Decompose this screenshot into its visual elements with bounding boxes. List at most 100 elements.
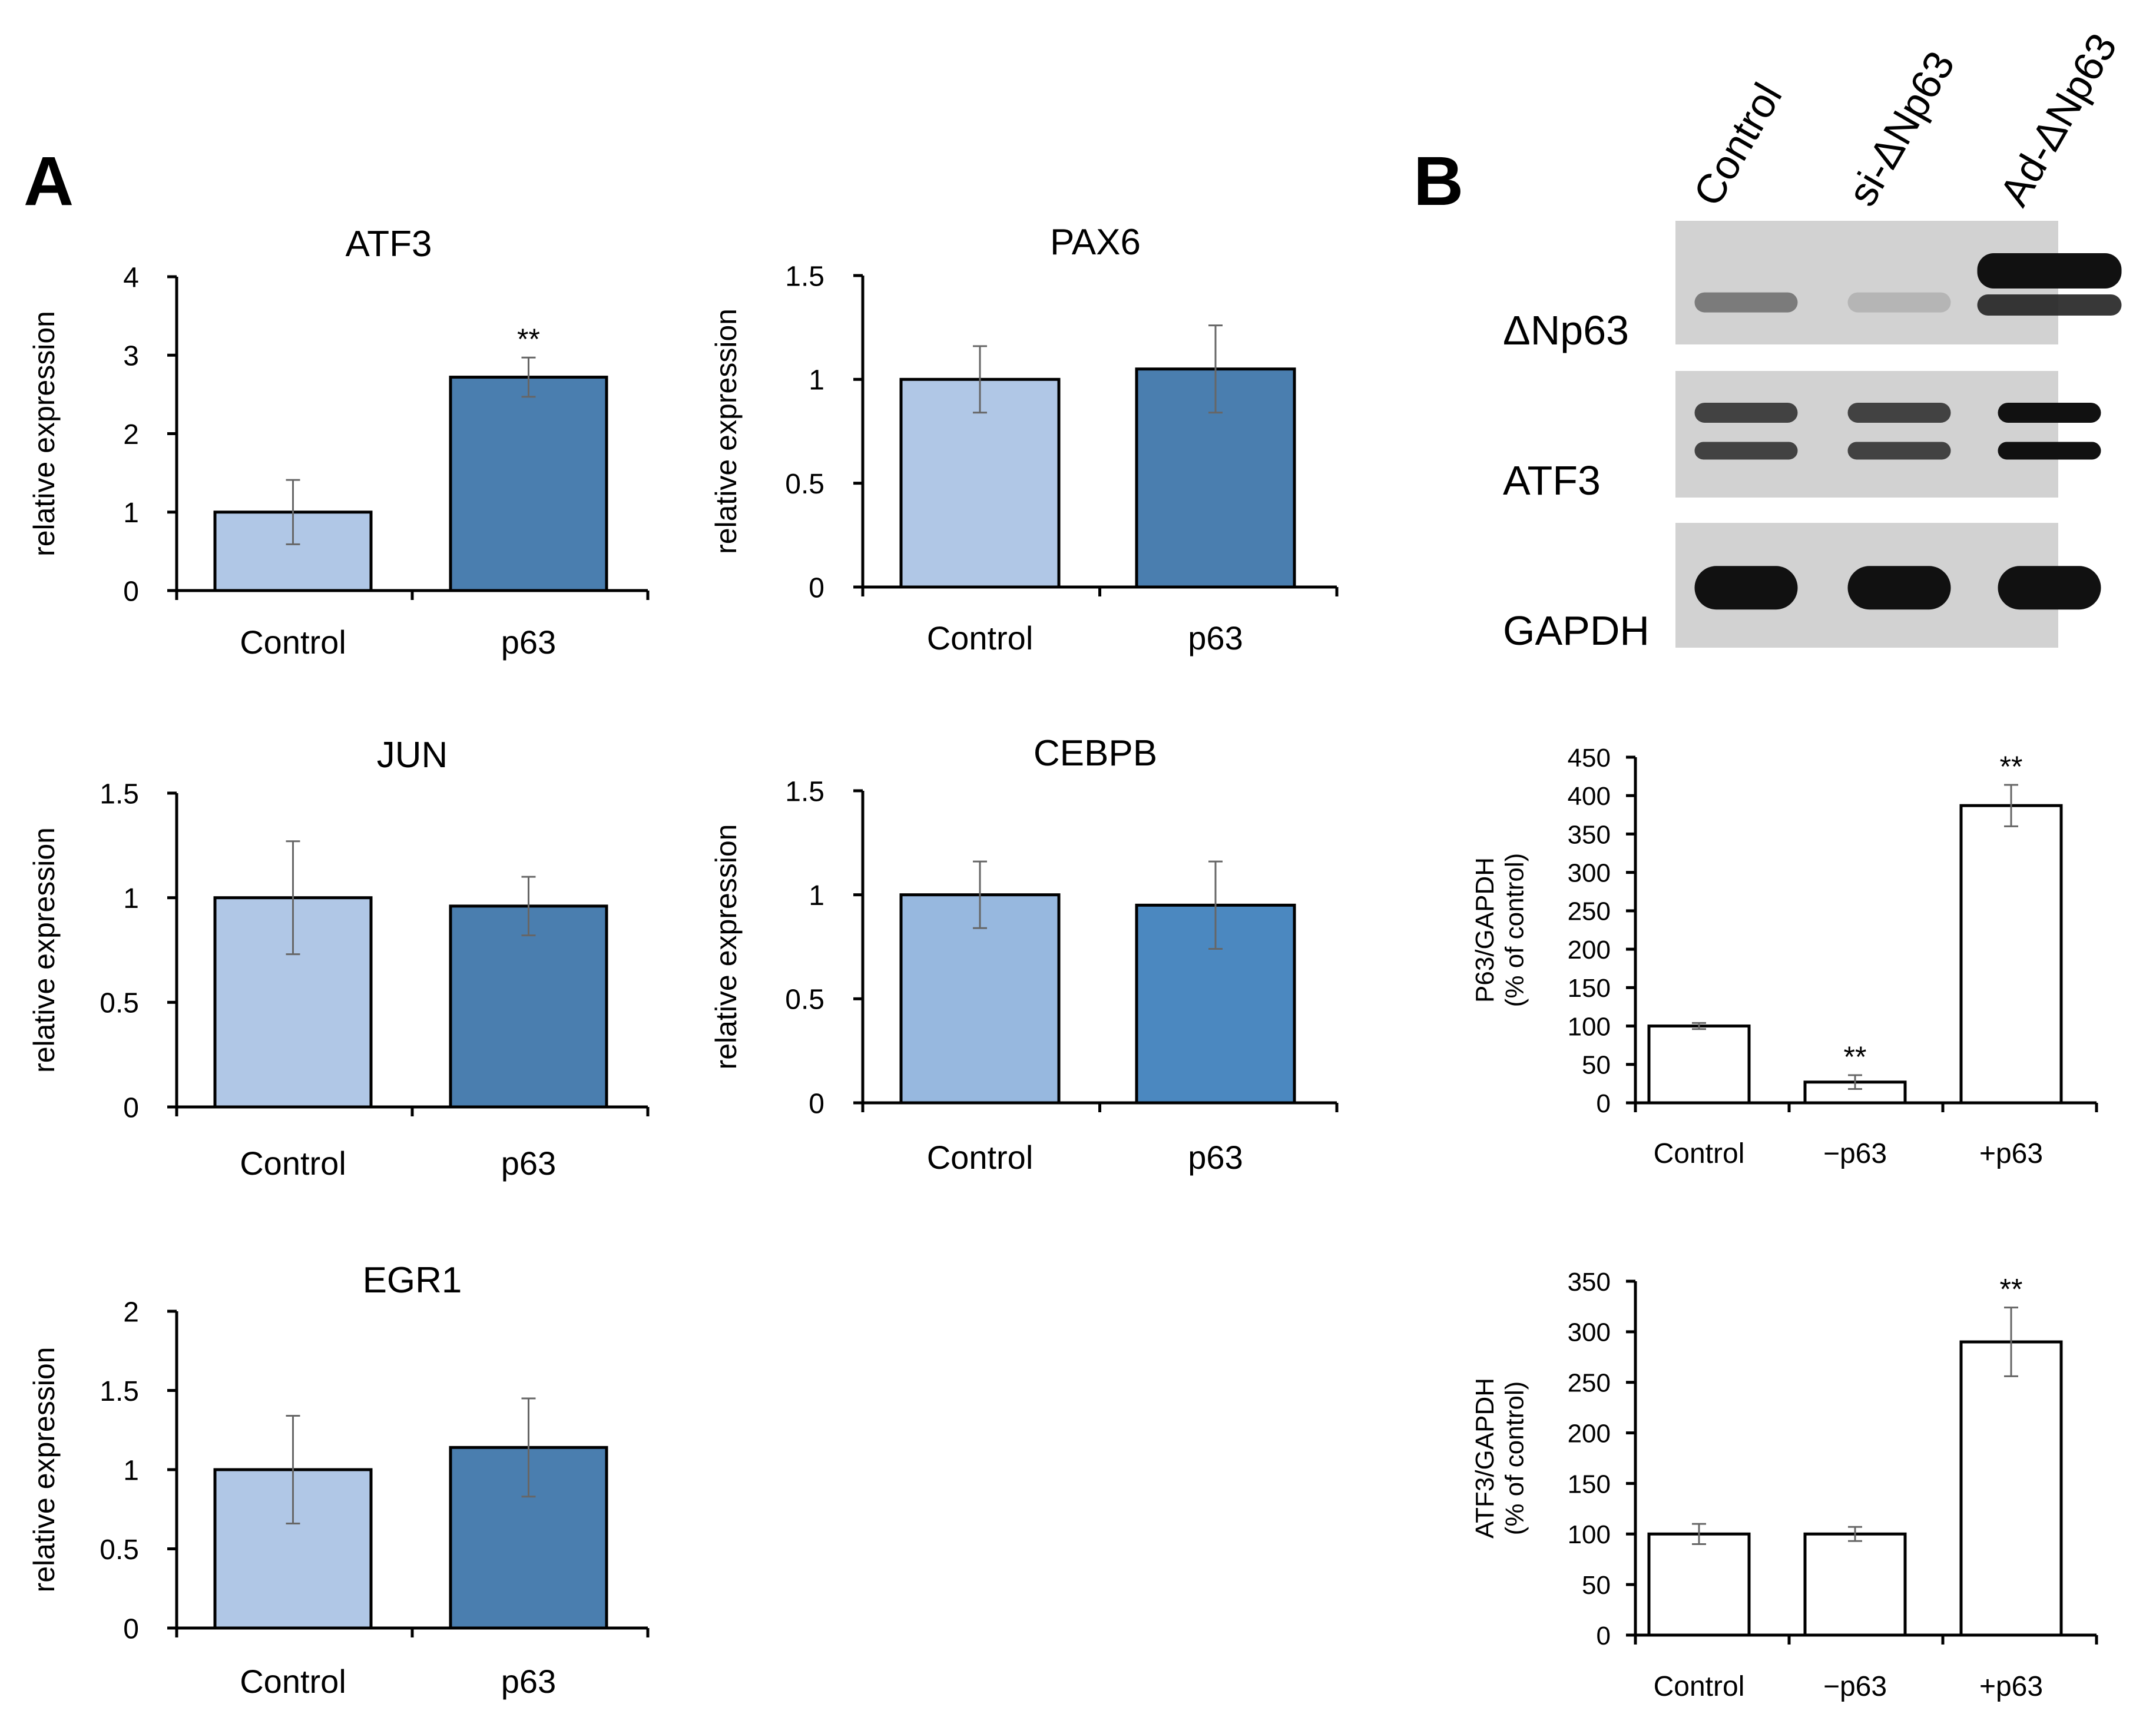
chart-egr1: EGR1 relative expression Control p63 0 0.5 1 1.… (28, 1260, 650, 1700)
blot-band (1694, 292, 1798, 313)
x-tick-label: Control (927, 619, 1034, 657)
blot-band (1694, 566, 1798, 610)
panel-b-label: B (1413, 142, 1463, 220)
bar-p63 (1959, 1340, 2063, 1637)
x-tick-label: −p63 (1823, 1138, 1887, 1169)
y-tick-label: 0.5 (785, 984, 824, 1016)
blot-band (1998, 566, 2101, 610)
y-axis-label-line: relative expression (28, 1347, 61, 1593)
chart-atf3-gapdh: ATF3/GAPDH(% of control) Control −p63 ** +p6… (1471, 1268, 2098, 1702)
chart-cebpb: CEBPB relative expression Control p63 0 0.5 1 1… (710, 733, 1339, 1176)
y-tick-label: 0 (1597, 1089, 1611, 1118)
chart-title: ATF3 (346, 224, 432, 264)
x-tick-label: p63 (501, 1145, 556, 1182)
y-tick-label: 4 (123, 262, 139, 293)
chart-title: EGR1 (363, 1260, 462, 1301)
blot-lane-label: Ad-ΔNp63 (1991, 26, 2125, 214)
y-tick-label: 0 (809, 572, 824, 604)
y-tick-label: 1.5 (785, 261, 824, 292)
y-tick-label: 0.5 (100, 1534, 139, 1566)
blot-band (1977, 253, 2122, 289)
y-axis-label-line: relative expression (28, 311, 61, 556)
y-tick-label: 200 (1568, 1419, 1611, 1448)
y-tick-label: 250 (1568, 1369, 1611, 1398)
y-tick-label: 0 (123, 1613, 139, 1645)
chart-title: JUN (377, 735, 448, 775)
bar-control (1647, 1025, 1751, 1105)
y-axis-label: relative expression (28, 827, 61, 1073)
chart-atf3: ATF3 relative expression Control ** p63 0 1 2 3 4 (28, 224, 650, 661)
significance-label: ** (517, 323, 540, 356)
blot-band (1998, 402, 2101, 423)
bar-p63 (449, 376, 608, 592)
y-tick-label: 250 (1568, 897, 1611, 926)
y-axis-label: relative expression (710, 824, 743, 1070)
y-axis-label-line: relative expression (28, 827, 61, 1073)
y-axis-label: relative expression (28, 311, 61, 556)
western-blot: Control si-ΔNp63 Ad-ΔNp63 ΔNp63 ATF3 GAPDH (1503, 26, 2126, 654)
x-tick-label: p63 (1188, 1139, 1243, 1176)
y-tick-label: 1 (809, 365, 824, 396)
bar-control (1647, 1532, 1751, 1637)
y-axis-label: relative expression (28, 1347, 61, 1593)
blot-row-label: ATF3 (1503, 457, 1601, 503)
y-tick-label: 350 (1568, 820, 1611, 849)
y-tick-label: 0.5 (785, 469, 824, 500)
y-axis-label-line: ATF3/GAPDH (1471, 1378, 1499, 1539)
y-tick-label: 50 (1582, 1051, 1611, 1080)
significance-label: ** (1844, 1040, 1867, 1073)
charts-layer: ATF3 relative expression Control ** p63 0 1 2 3 4… (28, 222, 2098, 1702)
y-axis-label-line: relative expression (710, 824, 743, 1070)
y-tick-label: 2 (123, 419, 139, 450)
blot-lane-label: Control (1684, 75, 1790, 213)
x-tick-label: Control (240, 1145, 346, 1182)
x-tick-label: Control (1654, 1138, 1745, 1169)
y-axis-label: ATF3/GAPDH(% of control) (1471, 1378, 1529, 1539)
blot-band (1847, 442, 1951, 460)
y-tick-label: 150 (1568, 1470, 1611, 1498)
y-axis-label: relative expression (710, 309, 743, 554)
blot-band (1694, 402, 1798, 423)
blot-band (1694, 442, 1798, 460)
x-tick-label: p63 (501, 624, 556, 661)
y-axis-label-line: (% of control) (1500, 1381, 1529, 1536)
y-axis-label: P63/GAPDH(% of control) (1471, 853, 1529, 1007)
x-tick-label: Control (240, 1663, 346, 1700)
x-tick-label: Control (927, 1139, 1034, 1176)
y-tick-label: 300 (1568, 859, 1611, 888)
blot-row-label: GAPDH (1503, 608, 1650, 654)
blot-band (1998, 442, 2101, 460)
y-axis-label-line: P63/GAPDH (1471, 857, 1499, 1003)
y-axis-label-line: (% of control) (1500, 853, 1529, 1007)
x-tick-label: −p63 (1823, 1671, 1887, 1702)
panel-a-label: A (24, 142, 74, 220)
y-tick-label: 3 (123, 341, 139, 372)
blot-lane-label: si-ΔNp63 (1839, 44, 1963, 213)
y-axis-label-line: relative expression (710, 309, 743, 554)
y-tick-label: 0 (809, 1088, 824, 1119)
x-tick-label: p63 (501, 1663, 556, 1700)
y-tick-label: 50 (1582, 1571, 1611, 1600)
chart-jun: JUN relative expression Control p63 0 0.5 1 1.5 (28, 735, 650, 1182)
blot-band (1847, 402, 1951, 423)
x-tick-label: Control (240, 624, 346, 661)
blot-band (1977, 294, 2122, 316)
y-tick-label: 100 (1568, 1012, 1611, 1041)
blot-strip-atf3 (1675, 371, 2058, 498)
y-tick-label: 1.5 (785, 776, 824, 807)
blot-row-label: ΔNp63 (1503, 307, 1629, 353)
chart-title: PAX6 (1050, 222, 1141, 263)
x-tick-label: Control (1654, 1671, 1745, 1702)
bar-p63 (1959, 804, 2063, 1105)
blot-band (1847, 292, 1951, 313)
significance-label: ** (2000, 750, 2023, 783)
y-tick-label: 450 (1568, 744, 1611, 773)
chart-pax6: PAX6 relative expression Control p63 0 0.5 1 1.… (710, 222, 1339, 657)
y-tick-label: 0.5 (100, 988, 139, 1019)
y-tick-label: 1.5 (100, 778, 139, 810)
y-tick-label: 1.5 (100, 1376, 139, 1407)
blot-band (1847, 566, 1951, 610)
y-tick-label: 1 (809, 880, 824, 911)
y-tick-label: 150 (1568, 974, 1611, 1003)
